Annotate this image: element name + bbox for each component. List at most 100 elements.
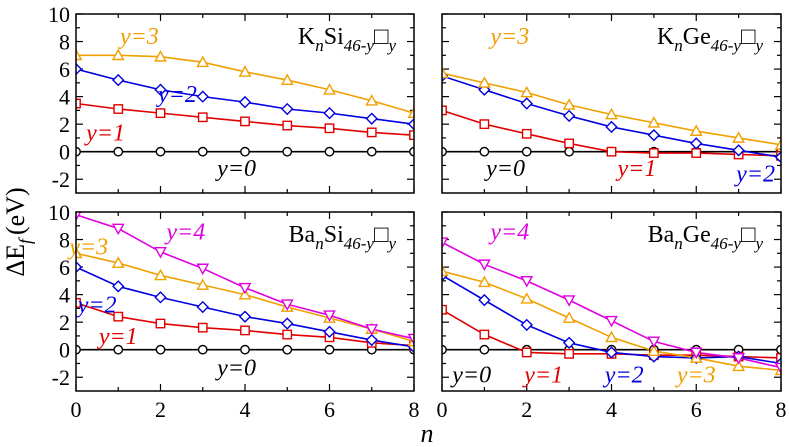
x-tick-label: 6	[324, 397, 335, 422]
y-tick-label: -2	[52, 365, 70, 390]
x-axis-label: n	[421, 419, 434, 447]
data-point-y=3	[407, 106, 414, 119]
panel-bottom-right: 0 2 4 6 8 y=0 y=1 y=2 y=3 y=4 BanGe46-y□y	[437, 211, 787, 422]
series-label-y=0: y=0	[215, 156, 256, 182]
data-point-y=0	[155, 344, 166, 355]
data-point-y=1	[521, 128, 532, 139]
data-point-y=1	[691, 148, 702, 158]
panel-title-part: y	[386, 234, 396, 253]
plot-area	[76, 212, 414, 355]
data-point-y=2	[732, 144, 745, 157]
data-point-y=4	[154, 247, 167, 259]
data-point-y=4	[238, 282, 252, 295]
data-point-y=3	[520, 292, 534, 304]
series-label-y=0: y=0	[484, 156, 525, 182]
data-point-y=3	[562, 98, 576, 110]
data-point-y=4	[605, 315, 618, 328]
data-point-y=2	[238, 95, 252, 109]
data-point-y=0	[324, 344, 335, 355]
y-axis-label: ΔEf(eV)	[1, 187, 35, 276]
data-point-y=2	[154, 83, 167, 96]
data-point-y=2	[76, 62, 83, 76]
data-point-y=2	[520, 97, 533, 110]
panel-title-part: n	[315, 36, 324, 55]
data-point-y=1	[564, 138, 575, 149]
x-tick-label: 6	[691, 397, 702, 422]
data-point-y=2	[365, 112, 378, 125]
data-point-y=3	[477, 76, 491, 88]
panel-title-part: y	[386, 36, 396, 55]
data-point-y=2	[196, 90, 209, 103]
data-point-y=3	[76, 48, 83, 61]
series-label-y=1: y=1	[97, 324, 138, 350]
panel-frame	[441, 211, 782, 392]
plot-area	[76, 48, 414, 157]
data-point-y=0	[366, 146, 377, 157]
data-point-y=1	[282, 329, 293, 340]
data-point-y=3	[442, 264, 449, 277]
series-label-y=3: y=3	[118, 24, 159, 50]
data-point-y=3	[111, 256, 125, 268]
y-tick-label: 8	[59, 30, 70, 55]
panel-title-part: Ba	[289, 222, 316, 248]
y-tick-label: -2	[52, 167, 70, 192]
data-point-y=3	[196, 55, 210, 68]
panel-frame	[75, 211, 415, 392]
data-point-y=1	[197, 112, 208, 123]
y-tick-label: 6	[59, 255, 70, 280]
data-point-y=1	[479, 329, 490, 340]
data-point-y=2	[323, 106, 336, 120]
x-tick-label: 2	[155, 397, 166, 422]
data-point-y=2	[605, 346, 618, 359]
data-point-y=0	[155, 146, 166, 157]
data-point-y=3	[732, 359, 746, 372]
panel-title-part: Ge	[683, 24, 711, 50]
data-point-y=2	[562, 109, 576, 123]
series-label-y=1: y=1	[84, 120, 125, 146]
panel-title-part: □	[741, 222, 756, 248]
x-tick-label: 4	[606, 397, 617, 422]
data-point-y=2	[407, 117, 414, 131]
panel-title: KnGe46-y□y	[657, 24, 764, 55]
x-tick-label: 0	[71, 397, 82, 422]
data-point-y=0	[442, 344, 447, 355]
panel-title-part: 46-y	[344, 234, 375, 253]
series-label-y=4: y=4	[488, 219, 529, 245]
data-point-y=2	[281, 102, 294, 116]
data-point-y=2	[562, 336, 576, 349]
data-point-y=1	[521, 347, 532, 358]
series-label-y=3: y=3	[488, 24, 529, 50]
series-label-y=3: y=3	[67, 234, 108, 260]
x-tick-label: 0	[437, 397, 448, 422]
data-point-y=0	[479, 344, 490, 355]
data-point-y=2	[76, 260, 83, 274]
data-point-y=4	[323, 310, 336, 322]
data-point-y=3	[280, 73, 294, 85]
data-point-y=0	[521, 146, 532, 157]
data-point-y=0	[197, 146, 208, 157]
data-point-y=0	[479, 146, 490, 157]
panel-title-part: Si	[324, 24, 344, 50]
data-point-y=3	[689, 124, 703, 136]
series-label-y=1: y=1	[522, 362, 563, 388]
data-point-y=1	[197, 322, 208, 333]
panel-title-part: n	[674, 36, 683, 55]
data-point-y=3	[774, 138, 781, 150]
data-point-y=2	[154, 291, 167, 304]
panel-title-part: Si	[324, 222, 344, 248]
data-point-y=2	[774, 151, 781, 164]
plot-area	[442, 237, 781, 376]
panel-title-part: 46-y	[711, 36, 742, 55]
data-point-y=3	[238, 65, 252, 77]
panel-title-part: K	[298, 24, 316, 50]
data-point-y=0	[282, 344, 293, 355]
data-point-y=0	[240, 146, 250, 157]
y-axis-label-sub: f	[15, 236, 35, 244]
panel-title-part: y	[753, 234, 763, 253]
data-point-y=1	[366, 127, 377, 138]
series-label-y=4: y=4	[164, 219, 205, 245]
data-point-y=2	[112, 73, 125, 87]
data-point-y=1	[113, 311, 124, 322]
data-point-y=3	[323, 83, 336, 95]
